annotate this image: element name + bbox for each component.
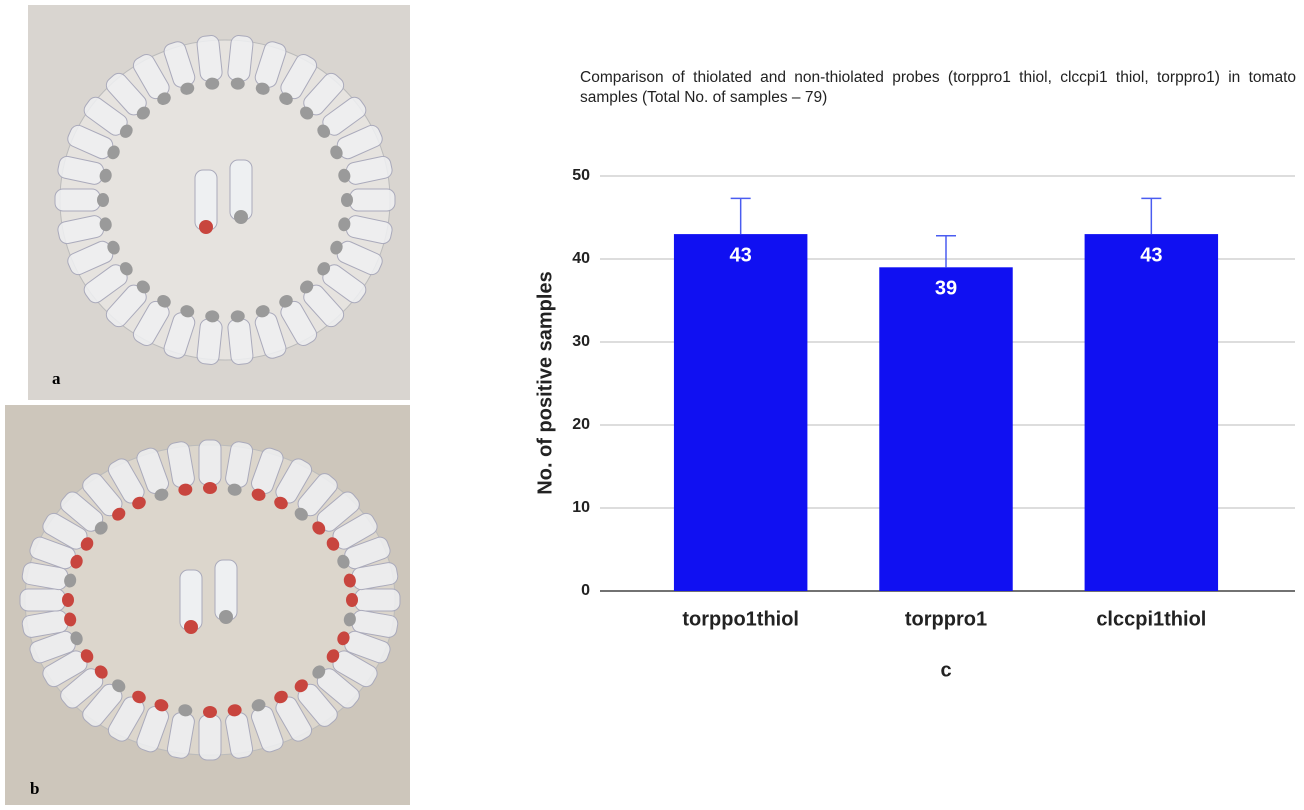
tube-tip [203, 706, 217, 718]
tube-body [55, 189, 100, 211]
y-tick-label: 10 [572, 499, 590, 516]
figure: a b No. of positive samples c 0 10 20 30 40 5… [0, 0, 1304, 810]
panel-label: a [52, 369, 61, 388]
data-label: 43 [1140, 244, 1162, 266]
tube-body [199, 715, 221, 760]
data-label: 43 [730, 244, 752, 266]
control-tip [184, 620, 198, 634]
tube-body [199, 440, 221, 485]
y-tick-label: 20 [572, 416, 590, 433]
bar [1085, 234, 1218, 591]
tube-tip [346, 593, 358, 607]
tube-tip [341, 193, 353, 207]
tube-body [196, 318, 223, 365]
data-label: 39 [935, 278, 957, 300]
y-tick-label: 40 [572, 250, 590, 267]
x-tick-label: torppro1 [905, 608, 987, 630]
x-tick-label: torppo1thiol [682, 608, 799, 630]
y-tick-label: 50 [572, 167, 590, 184]
control-tip [219, 610, 233, 624]
tube-tip [62, 593, 74, 607]
bar [674, 234, 807, 591]
panel-label: c [940, 659, 951, 681]
panel-label: b [30, 779, 39, 798]
tube-tip [97, 193, 109, 207]
tube-body [20, 589, 65, 611]
tube-body [350, 189, 395, 211]
chart: a b No. of positive samples c 0 10 20 30 40 5… [0, 0, 1304, 810]
tube-tip [203, 482, 217, 494]
tube-body [355, 589, 400, 611]
y-axis-label: No. of positive samples [534, 271, 556, 494]
tube-body [196, 35, 223, 82]
tube-body [227, 318, 254, 365]
control-tip [199, 220, 213, 234]
tube-body [227, 35, 254, 82]
bar [879, 267, 1012, 591]
y-tick-label: 30 [572, 333, 590, 350]
chart-title: Comparison of thiolated and non-thiolate… [580, 68, 1296, 108]
y-tick-label: 0 [581, 582, 590, 599]
control-tip [234, 210, 248, 224]
x-tick-label: clccpi1thiol [1096, 608, 1206, 630]
